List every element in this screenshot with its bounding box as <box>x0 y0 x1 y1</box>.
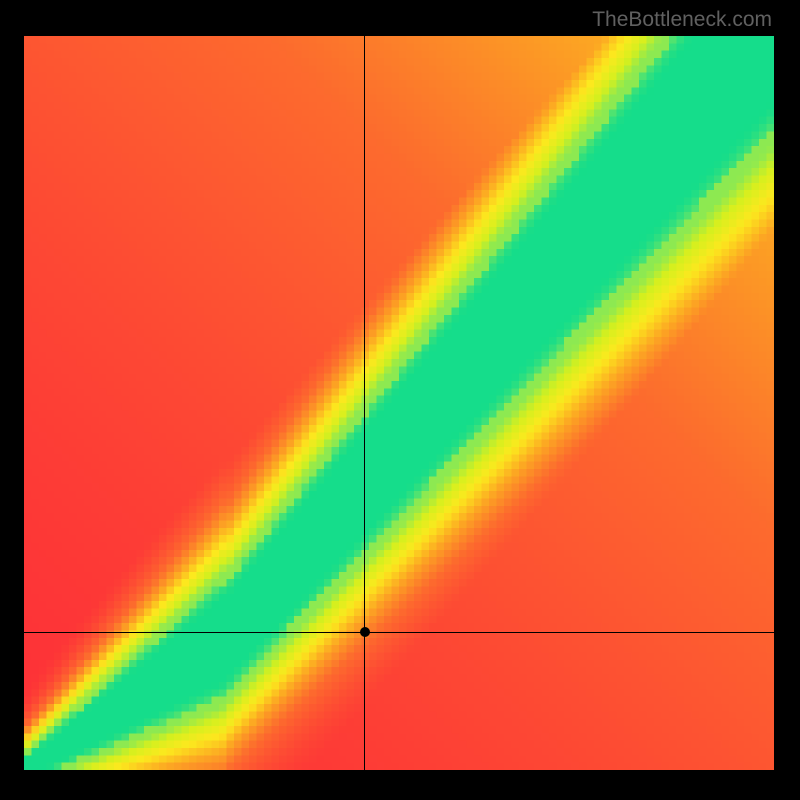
bottleneck-heatmap <box>24 36 774 770</box>
crosshair-marker-dot <box>360 627 370 637</box>
source-watermark: TheBottleneck.com <box>592 8 772 32</box>
chart-container: { "source_watermark": "TheBottleneck.com… <box>0 0 800 800</box>
crosshair-horizontal-line <box>24 632 774 633</box>
crosshair-vertical-line <box>364 36 365 770</box>
